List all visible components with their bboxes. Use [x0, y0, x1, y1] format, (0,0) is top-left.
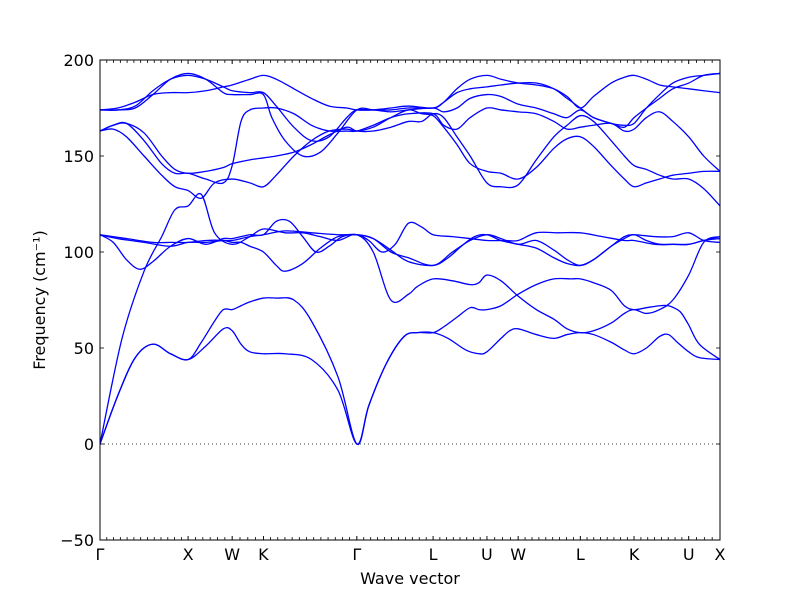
phonon-band-12	[100, 72, 720, 158]
k-point-label-6: L	[429, 545, 438, 564]
k-point-label-7: U	[481, 545, 493, 564]
phonon-bands	[100, 72, 720, 445]
k-point-label-3: W	[224, 545, 240, 564]
x-axis-label: Wave vector	[360, 569, 460, 588]
phonon-band-2	[100, 277, 720, 445]
y-tick-label-5: 150	[63, 147, 94, 166]
phonon-band-3	[100, 192, 720, 445]
phonon-band-5	[100, 218, 720, 270]
k-point-label-5: Γ	[352, 545, 361, 564]
k-point-label-1: Γ	[96, 545, 105, 564]
y-tick-label-3: 50	[74, 339, 94, 358]
k-point-label-10: K	[629, 545, 640, 564]
plot-frame	[99, 59, 721, 541]
phonon-band-6	[100, 233, 720, 272]
y-tick-label-4: 100	[63, 243, 94, 262]
k-point-label-9: L	[576, 545, 585, 564]
phonon-band-4	[100, 230, 720, 267]
y-tick-label-1: −50	[60, 531, 94, 550]
phonon-band-9	[100, 106, 720, 185]
phonon-band-1	[100, 326, 720, 445]
k-point-label-11: U	[683, 545, 695, 564]
phonon-band-11	[100, 74, 720, 111]
k-point-label-12: X	[715, 545, 726, 564]
y-tick-label-2: 0	[84, 435, 94, 454]
k-point-label-4: K	[258, 545, 269, 564]
phonon-band-8	[100, 112, 720, 207]
y-tick-label-6: 200	[63, 51, 94, 70]
phonon-band-7	[100, 109, 720, 200]
k-point-label-2: X	[183, 545, 194, 564]
k-point-label-8: W	[510, 545, 526, 564]
y-axis-label: Frequency (cm⁻¹)	[30, 230, 49, 369]
